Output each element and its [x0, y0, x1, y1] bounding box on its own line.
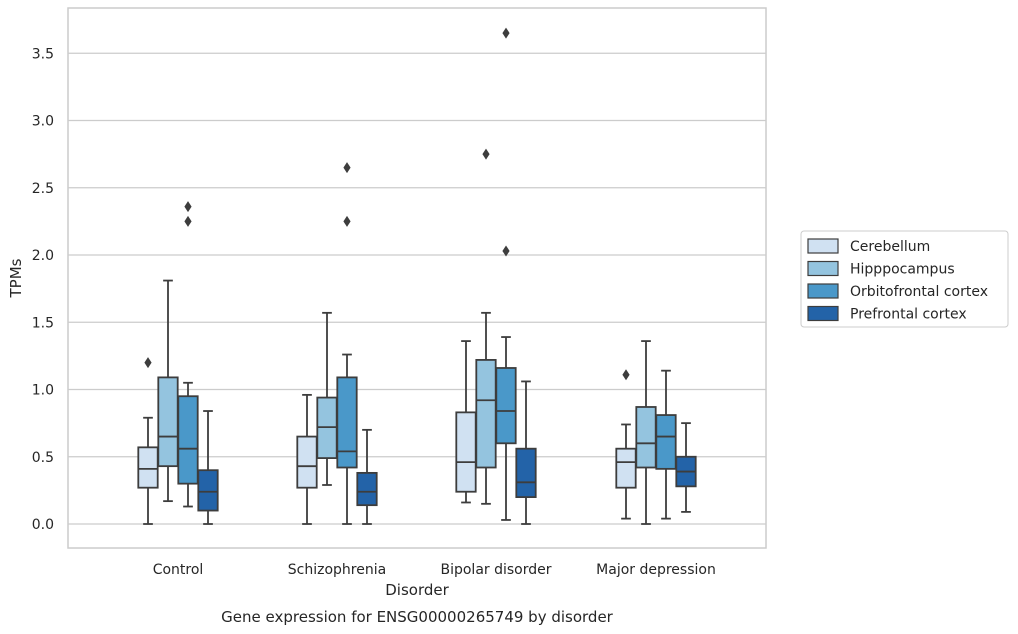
legend-swatch — [807, 260, 839, 277]
plot-border — [67, 7, 767, 549]
x-tick-labels: Control Schizophrenia Bipolar disorder Majo… — [153, 562, 716, 578]
iqr-box — [455, 411, 477, 493]
chart-caption: Gene expression for ENSG00000265749 by d… — [221, 608, 614, 626]
outlier-point — [184, 215, 192, 227]
x-tick-label: Bipolar disorder — [440, 562, 551, 578]
iqr-box — [495, 367, 517, 445]
box-prefrontal-cortex-2 — [515, 380, 537, 525]
y-tick-label: 3.0 — [32, 114, 54, 130]
box-orbitofrontal-cortex-0 — [177, 201, 199, 508]
legend-swatch — [807, 305, 839, 322]
box-cerebellum-1 — [296, 393, 318, 525]
legend-frame — [800, 230, 1009, 328]
iqr-box — [655, 414, 677, 470]
y-tick-labels: 0.0 0.5 1.0 1.5 2.0 2.5 3.0 3.5 — [32, 46, 54, 533]
outlier-point — [184, 201, 192, 213]
box-hipppocampus-0 — [157, 279, 179, 503]
iqr-box — [157, 376, 179, 468]
legend-label: Cerebellum — [850, 239, 930, 255]
y-tick-label: 3.5 — [32, 46, 54, 62]
box-prefrontal-cortex-1 — [356, 428, 378, 525]
plot-frame — [67, 7, 767, 549]
legend-swatch — [807, 283, 839, 299]
iqr-box — [356, 471, 378, 507]
iqr-box — [515, 447, 537, 498]
box-orbitofrontal-cortex-1 — [336, 162, 358, 525]
iqr-box — [475, 359, 497, 469]
y-tick-label: 1.0 — [32, 383, 54, 399]
y-tick-label: 0.5 — [32, 450, 54, 466]
y-tick-label: 2.5 — [32, 181, 54, 197]
y-tick-label: 2.0 — [32, 248, 54, 264]
box-cerebellum-3 — [615, 369, 637, 520]
y-axis-label: TPMs — [7, 258, 25, 298]
box-orbitofrontal-cortex-2 — [495, 27, 517, 521]
iqr-box — [615, 447, 637, 489]
x-tick-label: Control — [153, 562, 204, 578]
iqr-box — [177, 395, 199, 485]
x-axis-label: Disorder — [385, 581, 449, 599]
iqr-box — [635, 406, 657, 469]
box-orbitofrontal-cortex-3 — [655, 369, 677, 520]
x-tick-label: Schizophrenia — [288, 562, 386, 578]
outlier-point — [144, 357, 152, 369]
boxes — [137, 27, 697, 525]
outlier-point — [343, 215, 351, 227]
box-cerebellum-2 — [455, 340, 477, 504]
iqr-box — [336, 376, 358, 469]
box-hipppocampus-3 — [635, 340, 657, 525]
legend-label: Prefrontal cortex — [850, 307, 967, 323]
iqr-box — [296, 435, 318, 489]
legend-label: Orbitofrontal cortex — [850, 284, 988, 300]
iqr-box — [197, 469, 219, 512]
legend-swatch — [807, 238, 839, 254]
box-prefrontal-cortex-3 — [675, 422, 697, 513]
legend: Cerebellum Hipppocampus Orbitofrontal cort… — [800, 230, 1009, 328]
outlier-point — [482, 148, 490, 160]
iqr-box — [137, 446, 159, 489]
x-tick-label: Major depression — [596, 562, 716, 578]
outlier-point — [502, 245, 510, 257]
box-cerebellum-0 — [137, 357, 159, 525]
box-hipppocampus-2 — [475, 148, 497, 505]
outlier-point — [343, 162, 351, 174]
outlier-point — [502, 27, 510, 39]
box-prefrontal-cortex-0 — [197, 410, 219, 525]
box-hipppocampus-1 — [316, 311, 338, 486]
y-tick-label: 1.5 — [32, 315, 54, 331]
legend-label: Hipppocampus — [850, 262, 955, 278]
outlier-point — [622, 369, 630, 381]
y-tick-label: 0.0 — [32, 517, 54, 533]
